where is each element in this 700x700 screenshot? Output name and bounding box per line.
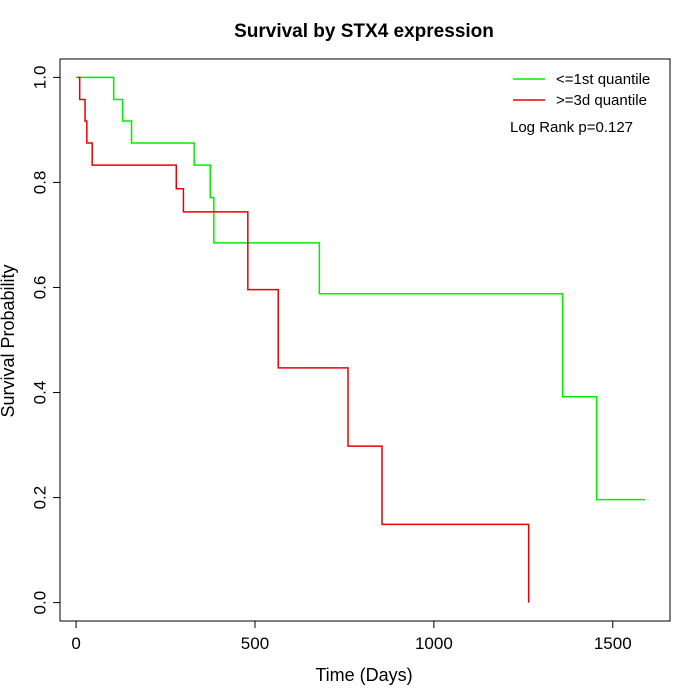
legend-label: <=1st quantile: [556, 71, 650, 88]
legend: <=1st quantile >=3d quantile: [513, 71, 650, 109]
legend-label: >=3d quantile: [556, 92, 647, 109]
x-tick-label: 0: [71, 634, 80, 653]
x-axis-label: Time (Days): [315, 665, 412, 685]
log-rank-annotation: Log Rank p=0.127: [510, 119, 633, 136]
y-tick-label: 0.6: [31, 276, 50, 300]
y-axis: 0.0 0.2 0.4 0.6 0.8 1.0: [31, 66, 61, 615]
y-axis-label: Survival Probability: [0, 264, 18, 417]
x-tick-label: 500: [241, 634, 269, 653]
x-tick-label: 1500: [594, 634, 632, 653]
chart-title: Survival by STX4 expression: [234, 21, 494, 42]
series-layer: [76, 76, 645, 603]
x-tick-label: 1000: [415, 634, 453, 653]
y-tick-label: 0.8: [31, 171, 50, 195]
y-tick-label: 0.0: [31, 591, 50, 615]
y-tick-label: 0.2: [31, 486, 50, 510]
x-axis: 0 500 1000 1500: [71, 620, 632, 653]
series-line-1: [77, 76, 530, 603]
y-tick-label: 0.4: [31, 381, 50, 405]
series-line-0: [76, 76, 645, 501]
y-tick-label: 1.0: [31, 66, 50, 90]
